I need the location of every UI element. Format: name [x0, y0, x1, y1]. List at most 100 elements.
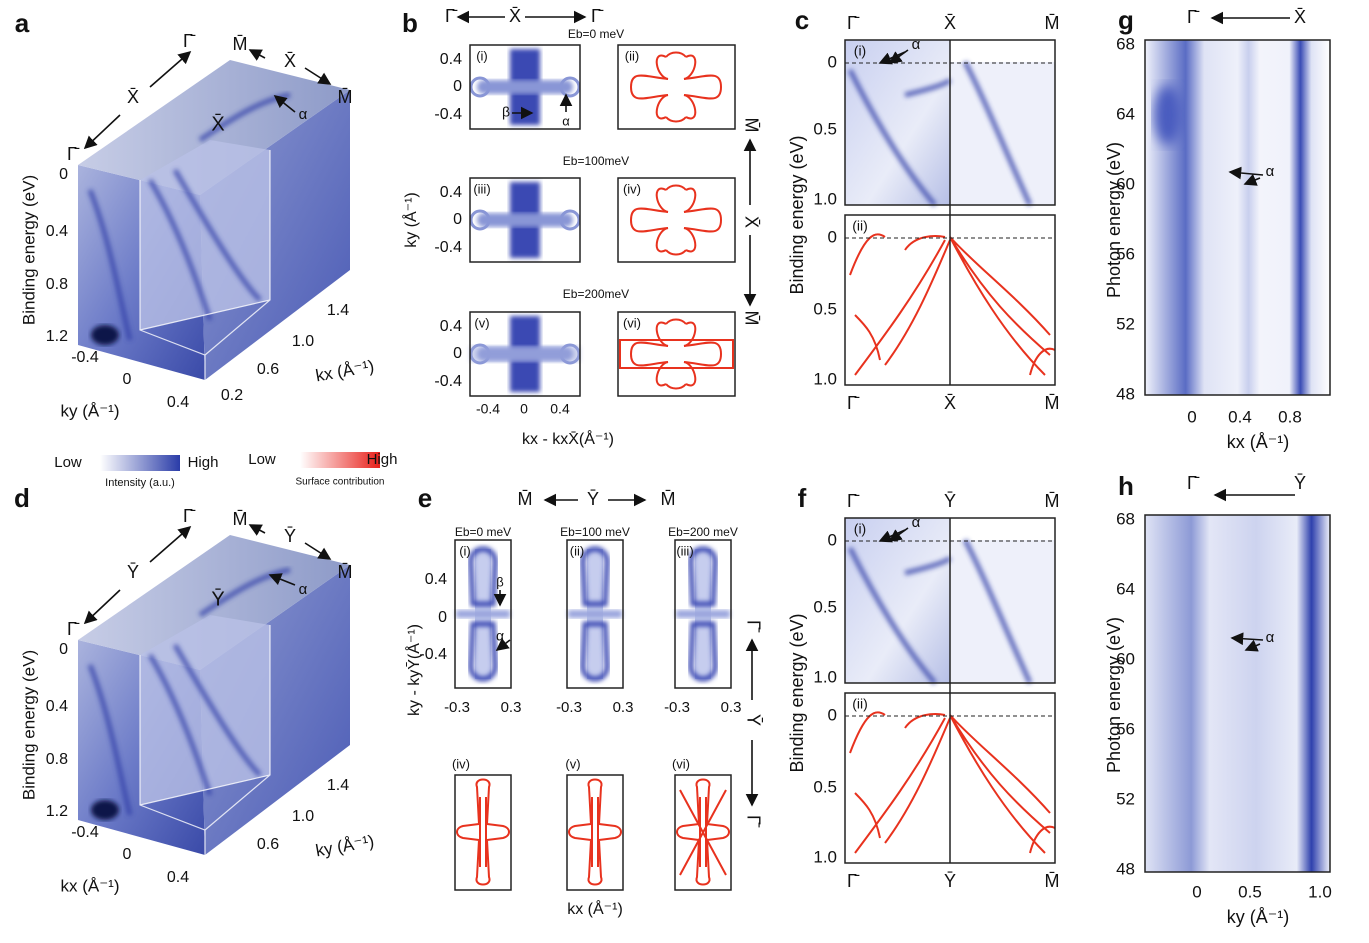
path-label: Ȳ [944, 871, 956, 891]
sub-label: (iv) [452, 756, 470, 771]
axis-label: Binding energy (eV) [19, 175, 38, 325]
tick-label: 0.4 [1228, 407, 1252, 426]
path-label: M̄ [1045, 871, 1060, 891]
panel-label: f [798, 483, 807, 513]
tick-label: 0.2 [221, 387, 243, 404]
path-label: Γ̄ [67, 619, 80, 639]
path-label: Ȳ [127, 562, 139, 582]
tick-label: 0.4 [46, 223, 68, 240]
path-label: M̄ [338, 562, 353, 582]
energy-label: Eb=0 meV [455, 525, 511, 539]
tick-label: 0.8 [46, 276, 68, 293]
cube-d [78, 535, 350, 855]
alpha-label: α [496, 628, 504, 644]
point-label: Ȳ [211, 587, 224, 610]
path-label: X̄ [509, 6, 521, 26]
alpha-label: α [1266, 629, 1275, 646]
path-label: Ȳ [284, 526, 296, 546]
tick-label: 0 [123, 371, 132, 388]
tick-label: 0.4 [550, 401, 570, 417]
tick-label: 56 [1116, 244, 1135, 263]
path-label: Ȳ [944, 491, 956, 511]
tick-label: 0.5 [1238, 882, 1262, 901]
tick-label: 0 [828, 705, 837, 724]
path-label: X̄ [1294, 7, 1306, 27]
tick-label: -0.4 [71, 824, 99, 841]
cube-a [78, 60, 350, 380]
axis-label: ky - kyȲ(Å⁻¹) [404, 624, 423, 716]
path-label: M̄ [1045, 393, 1060, 413]
axis-label: Photon energy (eV) [1104, 142, 1124, 298]
sub-label: (i) [459, 543, 471, 558]
path-label: M̄ [1045, 13, 1060, 33]
legend-high: High [367, 451, 398, 468]
tick-label: 0.4 [425, 571, 447, 588]
axis-label: ky (Å⁻¹) [314, 832, 375, 861]
energy-label: Eb=100 meV [560, 525, 630, 539]
sub-label: (iii) [473, 181, 490, 196]
alpha-label: α [299, 581, 308, 598]
intensity-colorbar [100, 455, 180, 471]
sub-label: (vi) [672, 756, 690, 771]
path-label: Γ̄ [743, 815, 763, 828]
tick-label: 0 [453, 345, 462, 362]
axis-label: ky (Å⁻¹) [60, 401, 119, 420]
path-label: Γ̄ [847, 491, 860, 511]
tick-label: -0.4 [434, 373, 462, 390]
alpha-label: α [912, 36, 921, 53]
tick-label: 0 [828, 227, 837, 246]
path-label: M̄ [518, 489, 533, 509]
sub-label: (ii) [852, 696, 868, 712]
sub-label: (i) [476, 48, 488, 63]
sub-label: (ii) [625, 48, 639, 63]
sub-label: (iii) [676, 543, 693, 558]
axis-label: Binding energy (eV) [19, 650, 38, 800]
tick-label: 1.0 [813, 369, 837, 388]
tick-label: 60 [1116, 649, 1135, 668]
tick-label: 64 [1116, 104, 1135, 123]
panel-label: a [15, 8, 30, 38]
beta-label: β [496, 574, 503, 589]
tick-label: 0.4 [440, 51, 462, 68]
axis-label: Photon energy (eV) [1104, 617, 1124, 773]
tick-label: 1.4 [327, 777, 349, 794]
tick-label: 0.4 [46, 698, 68, 715]
tick-label: -0.4 [419, 646, 447, 663]
legend-low: Low [54, 454, 82, 471]
path-label: X̄ [944, 13, 956, 33]
tick-label: 0 [123, 846, 132, 863]
panel-label: h [1118, 471, 1134, 501]
sub-label: (i) [854, 521, 866, 537]
sub-label: (v) [474, 315, 489, 330]
alpha-label: α [1266, 163, 1275, 180]
axis-label: kx (Å⁻¹) [314, 357, 375, 386]
point-label: X̄ [211, 112, 224, 135]
beta-label: β [502, 104, 510, 120]
tick-label: 1.0 [813, 847, 837, 866]
path-label: M̄ [741, 311, 761, 326]
path-label: Ȳ [1294, 473, 1306, 493]
axis-label: Binding energy (eV) [787, 135, 807, 294]
path-label: M̄ [233, 509, 248, 529]
path-label: Γ̄ [1187, 473, 1200, 493]
path-label: Γ̄ [445, 6, 458, 26]
sub-label: (i) [854, 43, 866, 59]
tick-label: 64 [1116, 579, 1135, 598]
path-label: Γ̄ [743, 620, 763, 633]
tick-label: 0 [59, 641, 68, 658]
alpha-label: α [912, 514, 921, 531]
legend-label: Intensity (a.u.) [105, 477, 175, 489]
surface-colorbar [300, 452, 380, 468]
sub-label: (vi) [623, 315, 641, 330]
tick-label: 0 [438, 609, 447, 626]
path-label: M̄ [661, 489, 676, 509]
path-label: Ȳ [743, 714, 763, 726]
path-label: X̄ [127, 87, 139, 107]
tick-label: -0.4 [71, 349, 99, 366]
tick-label: 1.2 [46, 328, 68, 345]
path-label: Γ̄ [1187, 7, 1200, 27]
tick-label: 0.3 [613, 699, 634, 716]
tick-label: 0.4 [167, 869, 189, 886]
tick-label: 0.5 [813, 777, 837, 796]
